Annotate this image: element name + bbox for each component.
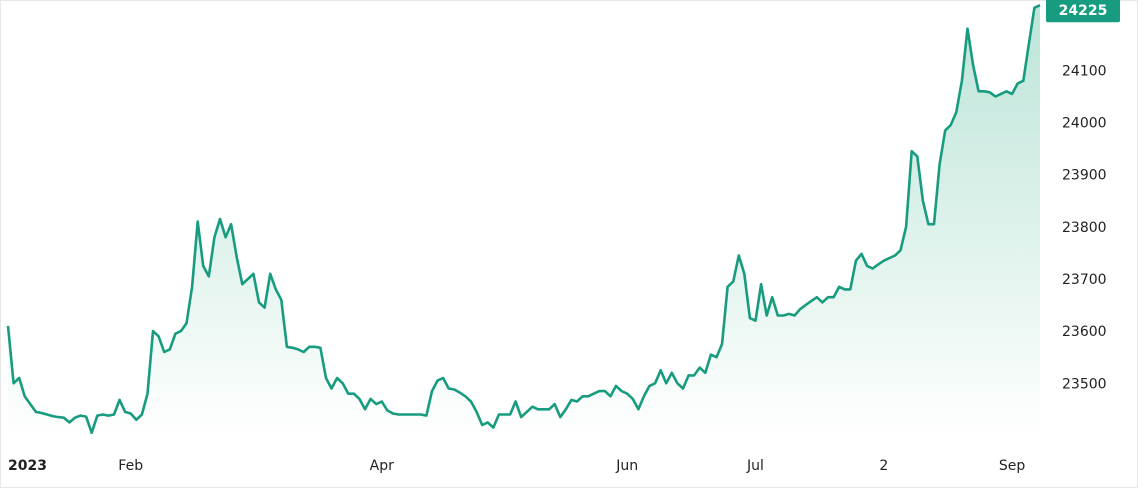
x-tick-label: 2023 <box>8 458 47 474</box>
x-tick-label: 2 <box>879 458 888 474</box>
area-fill-layer <box>8 5 1040 438</box>
y-tick-label: 23700 <box>1062 272 1107 288</box>
y-tick-label: 23900 <box>1062 168 1107 184</box>
last-price-label: 24225 <box>1059 3 1108 19</box>
y-tick-label: 23800 <box>1062 220 1107 236</box>
price-line-layer <box>6 4 1041 435</box>
x-tick-label: Jun <box>615 458 638 474</box>
x-tick-label: Jul <box>746 458 764 474</box>
y-tick-label: 24000 <box>1062 116 1107 132</box>
last-price-badge: 24225 <box>1046 0 1120 23</box>
y-axis: 23500 23600 23700 23800 23900 24000 24100 <box>1062 63 1107 392</box>
y-tick-label: 23600 <box>1062 324 1107 340</box>
x-axis: 2023 Feb Apr Jun Jul 2 Sep <box>8 458 1025 474</box>
series-line <box>6 4 1041 435</box>
y-tick-label: 24100 <box>1062 63 1107 79</box>
x-tick-label: Sep <box>999 458 1026 474</box>
last-price-badge-bg <box>1046 0 1120 23</box>
x-tick-label: Feb <box>118 458 143 474</box>
y-tick-label: 23500 <box>1062 376 1107 392</box>
x-tick-label: Apr <box>370 458 394 474</box>
area-fill <box>8 5 1040 438</box>
